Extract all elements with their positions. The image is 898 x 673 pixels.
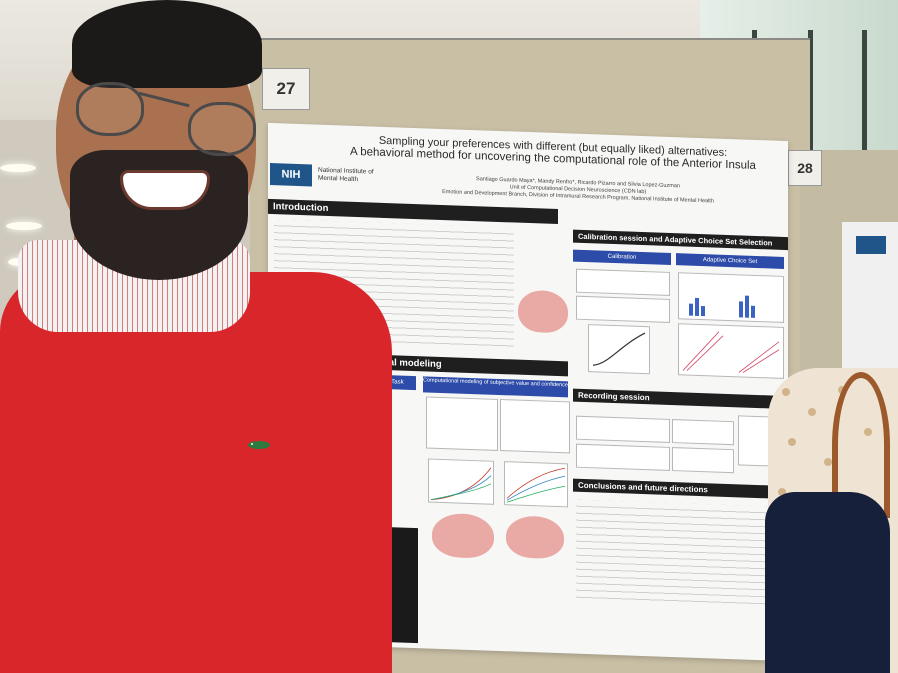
section-recording: Recording session [573, 388, 788, 410]
ceiling-light [0, 164, 36, 172]
brain-illustration [432, 512, 494, 559]
figure-choice-set [576, 295, 670, 323]
figure-lines [678, 323, 784, 379]
glasses-left-lens [76, 82, 144, 136]
poster-authors: Santiago Guardo Maya*, Mandy Renfro*, Ri… [442, 176, 714, 205]
hair [72, 0, 262, 88]
figure-histogram [678, 272, 784, 323]
crocodile-logo-icon [248, 441, 270, 449]
conclusions-text [576, 499, 784, 607]
figure-equations [500, 399, 570, 454]
ceiling-light [6, 222, 42, 230]
figure-utility-curves [504, 461, 568, 508]
figure-curve [588, 324, 650, 375]
figure-trial [576, 443, 670, 471]
figure-trial [672, 419, 734, 446]
subheader-adaptive: Adaptive Choice Set [676, 253, 784, 269]
nih-logo: NIH [270, 162, 312, 187]
board-number-tag: 27 [262, 68, 310, 110]
section-conclusions: Conclusions and future directions [573, 478, 788, 500]
figure-trial [672, 447, 734, 474]
figure-equations [426, 396, 498, 451]
research-poster: Sampling your preferences with different… [268, 122, 788, 662]
subheader-comp-modeling: Computational modeling of subjective val… [423, 376, 568, 398]
section-calibration: Calibration session and Adaptive Choice … [573, 229, 788, 251]
glasses-right-lens [188, 102, 256, 156]
figure-utility-curves [428, 458, 494, 505]
brain-illustration [518, 289, 568, 334]
smile [120, 170, 210, 210]
neighbor-board-number-tag: 28 [788, 150, 822, 186]
handbag [765, 492, 890, 673]
neighbor-poster [842, 222, 898, 372]
red-sweater [0, 272, 392, 673]
institute-name: National Institute of Mental Health [318, 166, 374, 183]
figure-choice-set [576, 268, 670, 296]
bag-strap [832, 372, 890, 518]
poster-title: Sampling your preferences with different… [350, 134, 756, 172]
figure-trial [576, 415, 670, 443]
subheader-calibration: Calibration [573, 249, 671, 265]
brain-illustration [506, 515, 564, 560]
